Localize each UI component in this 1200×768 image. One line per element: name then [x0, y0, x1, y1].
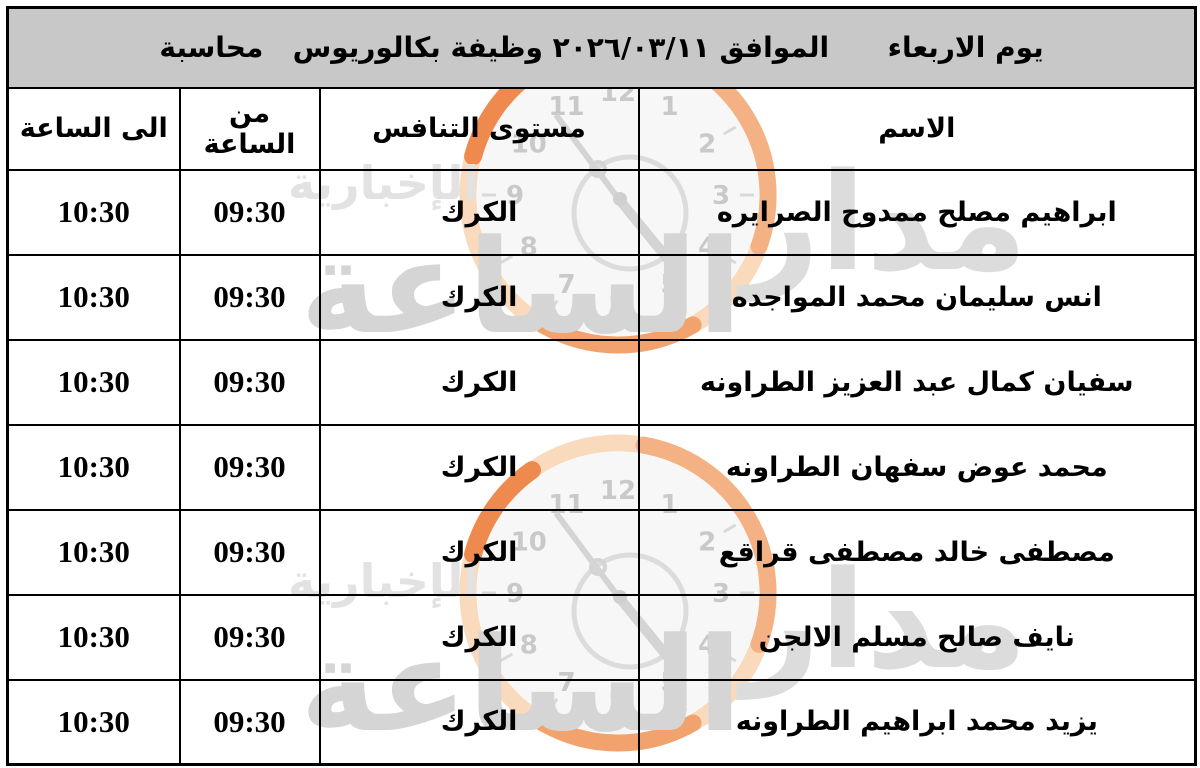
- level-cell: الكرك: [318, 423, 640, 511]
- name-cell: مصطفى خالد مصطفى قراقع: [637, 508, 1197, 596]
- name-cell: انس سليمان محمد المواجده: [637, 253, 1197, 341]
- from-cell: 09:30: [178, 593, 321, 681]
- level-cell: الكرك: [318, 593, 640, 681]
- from-cell: 09:30: [178, 168, 321, 256]
- exam-schedule-table: يوم الاربعاء الموافق ٢٠٢٦/٠٣/١١ وظيفة بك…: [6, 6, 1198, 766]
- name-cell: محمد عوض سفهان الطراونه: [637, 423, 1197, 511]
- from-cell: 09:30: [178, 423, 321, 511]
- from-cell: 09:30: [178, 678, 321, 766]
- to-cell: 10:30: [6, 508, 181, 596]
- to-cell: 10:30: [6, 338, 181, 426]
- level-cell: الكرك: [318, 678, 640, 766]
- name-cell: يزيد محمد ابراهيم الطراونه: [637, 678, 1197, 766]
- to-cell: 10:30: [6, 253, 181, 341]
- table-header-row: الاسم مستوى التنافس من الساعة الى الساعة: [6, 86, 1197, 171]
- table-row: مصطفى خالد مصطفى قراقع الكرك 09:30 10:30: [6, 508, 1197, 596]
- table-title-row: يوم الاربعاء الموافق ٢٠٢٦/٠٣/١١ وظيفة بك…: [6, 6, 1197, 89]
- from-cell: 09:30: [178, 508, 321, 596]
- table-row: انس سليمان محمد المواجده الكرك 09:30 10:…: [6, 253, 1197, 341]
- to-cell: 10:30: [6, 593, 181, 681]
- level-cell: الكرك: [318, 168, 640, 256]
- column-header-name: الاسم: [637, 86, 1197, 171]
- table-row: محمد عوض سفهان الطراونه الكرك 09:30 10:3…: [6, 423, 1197, 511]
- name-cell: نايف صالح مسلم الالجن: [637, 593, 1197, 681]
- level-cell: الكرك: [318, 253, 640, 341]
- from-cell: 09:30: [178, 253, 321, 341]
- to-cell: 10:30: [6, 678, 181, 766]
- column-header-level: مستوى التنافس: [318, 86, 640, 171]
- table-title: يوم الاربعاء الموافق ٢٠٢٦/٠٣/١١ وظيفة بك…: [6, 6, 1197, 89]
- column-header-to: الى الساعة: [6, 86, 181, 171]
- level-cell: الكرك: [318, 508, 640, 596]
- name-cell: سفيان كمال عبد العزيز الطراونه: [637, 338, 1197, 426]
- column-header-from: من الساعة: [178, 86, 321, 171]
- to-cell: 10:30: [6, 423, 181, 511]
- table-row: نايف صالح مسلم الالجن الكرك 09:30 10:30: [6, 593, 1197, 681]
- level-cell: الكرك: [318, 338, 640, 426]
- table-row: ابراهيم مصلح ممدوح الصرايره الكرك 09:30 …: [6, 168, 1197, 256]
- name-cell: ابراهيم مصلح ممدوح الصرايره: [637, 168, 1197, 256]
- table-row: يزيد محمد ابراهيم الطراونه الكرك 09:30 1…: [6, 678, 1197, 766]
- from-cell: 09:30: [178, 338, 321, 426]
- table-row: سفيان كمال عبد العزيز الطراونه الكرك 09:…: [6, 338, 1197, 426]
- to-cell: 10:30: [6, 168, 181, 256]
